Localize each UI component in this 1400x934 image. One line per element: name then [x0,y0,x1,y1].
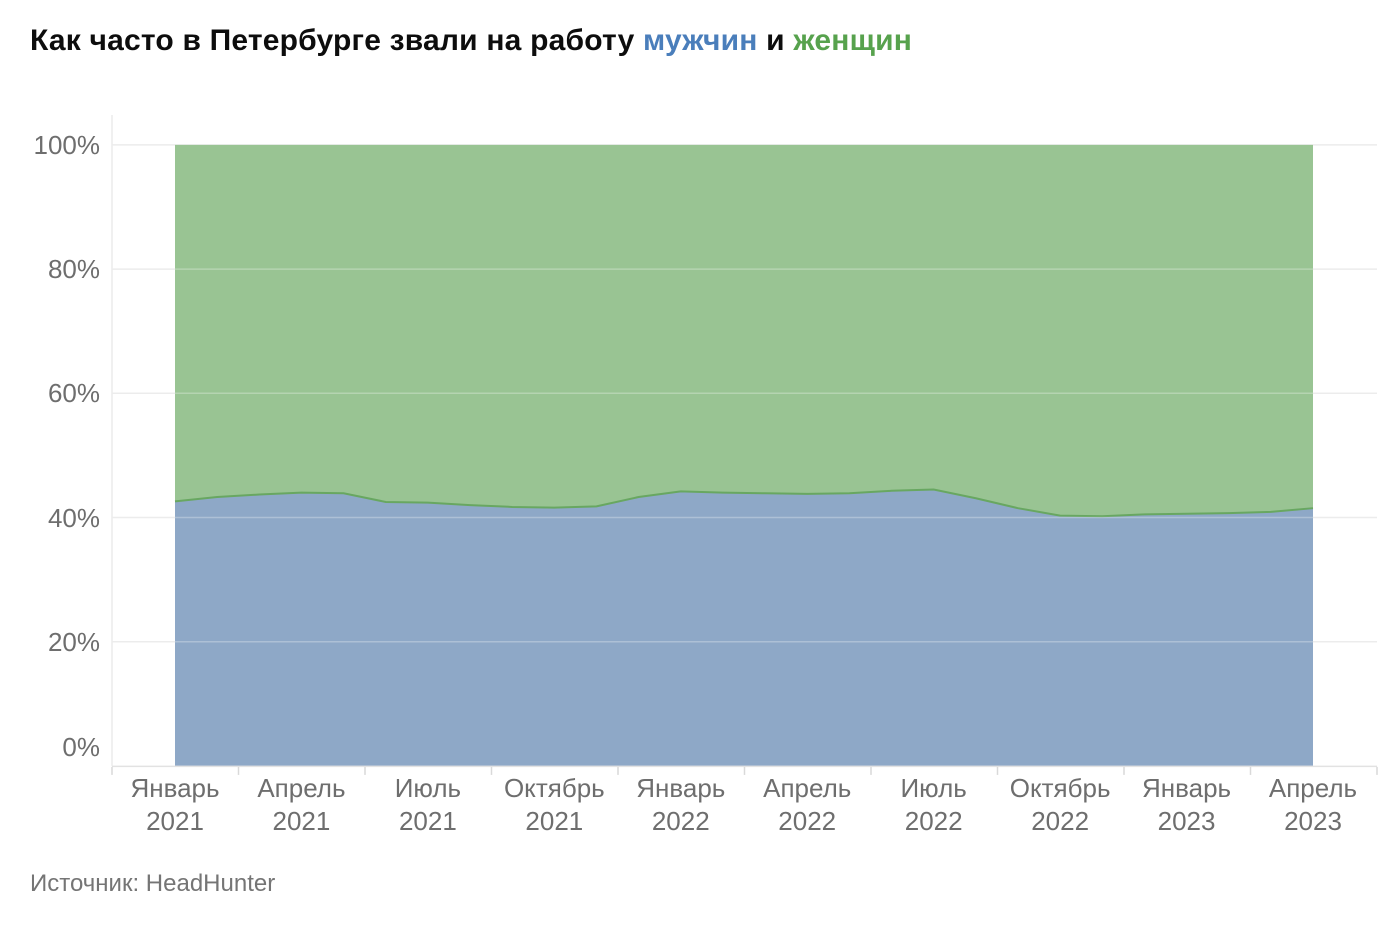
x-axis-label: Январь 2022 [611,772,751,838]
y-axis-label: 0% [62,731,100,762]
x-axis-label: Июль 2022 [864,772,1004,838]
x-axis-label: Апрель 2021 [231,772,371,838]
x-axis-label: Октябрь 2022 [990,772,1130,838]
x-axis-label: Апрель 2022 [737,772,877,838]
x-axis-label-year: 2021 [272,806,331,836]
x-axis-label-year: 2022 [904,806,963,836]
y-axis-label: 80% [47,254,100,285]
x-axis-label-year: 2022 [651,806,710,836]
x-axis-label: Январь 2023 [1117,772,1257,838]
x-axis-label-year: 2021 [146,806,204,836]
x-axis-label: Апрель 2023 [1243,772,1383,838]
x-axis-label: Июль 2021 [358,772,498,838]
x-axis-label-month: Октябрь [1009,773,1111,803]
x-axis-label-month: Июль [900,773,967,803]
x-axis-label-year: 2021 [525,806,584,836]
x-axis-label: Октябрь 2021 [484,772,624,838]
source-note: Источник: HeadHunter [30,870,276,897]
x-axis-label-month: Январь [130,773,220,803]
x-axis-label: Январь 2021 [105,772,245,838]
x-axis-label-month: Июль [394,773,462,803]
chart-title: Как часто в Петербурге звали на работу м… [30,24,912,58]
chart-title-men-word: мужчин [643,24,758,57]
series-boundary-line [174,488,1314,518]
x-axis-label-year: 2023 [1284,806,1342,836]
area-women [175,144,1313,517]
x-axis-label-year: 2023 [1157,806,1216,836]
x-axis-label-month: Январь [636,773,726,803]
x-axis-label-month: Октябрь [503,773,605,803]
x-axis-label-month: Апрель [763,773,852,803]
y-axis-label: 60% [47,378,100,409]
chart-title-prefix: Как часто в Петербурге звали на работу [30,24,644,57]
x-axis-label-month: Январь [1141,773,1232,803]
area-men [175,489,1313,766]
x-axis-label-year: 2021 [398,806,457,836]
y-axis-label: 100% [33,129,101,160]
chart-title-conjunction: и [757,24,794,57]
chart-title-women-word: женщин [793,24,913,57]
x-axis-label-year: 2022 [1031,806,1090,836]
y-axis-label: 40% [47,502,100,533]
x-axis-label-month: Апрель [257,773,346,803]
x-axis-label-month: Апрель [1268,773,1358,803]
x-axis-label-year: 2022 [778,806,837,836]
y-axis-label: 20% [47,626,100,657]
